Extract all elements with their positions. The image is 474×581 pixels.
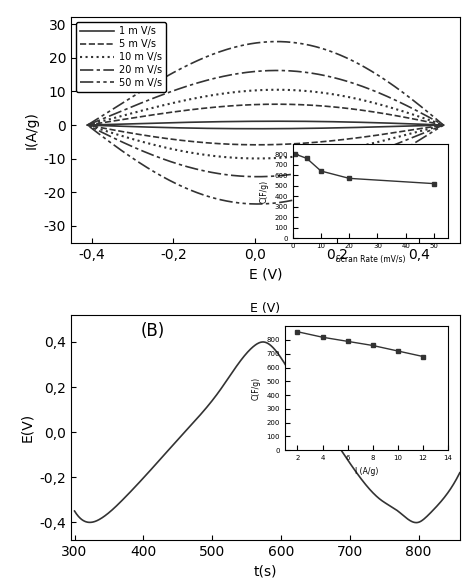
20 m V/s (85, 121, 91, 128)
5 m V/s (268, 101, 273, 107)
50 m V/s (320, 188, 326, 195)
5 m V/s (255, 141, 261, 148)
10 m V/s (409, 110, 414, 117)
5 m V/s (85, 121, 91, 128)
50 m V/s (409, 95, 414, 102)
X-axis label: E (V): E (V) (249, 267, 282, 281)
1 m V/s (260, 125, 265, 132)
50 m V/s (260, 200, 265, 207)
Line: 5 m V/s: 5 m V/s (88, 104, 443, 145)
Legend: 1 m V/s, 5 m V/s, 10 m V/s, 20 m V/s, 50 m V/s: 1 m V/s, 5 m V/s, 10 m V/s, 20 m V/s, 50… (76, 22, 166, 92)
20 m V/s (274, 67, 280, 74)
20 m V/s (260, 173, 265, 180)
1 m V/s (274, 118, 280, 125)
20 m V/s (211, 75, 217, 82)
20 m V/s (376, 148, 382, 155)
20 m V/s (409, 105, 414, 112)
10 m V/s (85, 121, 91, 128)
Line: 50 m V/s: 50 m V/s (88, 42, 443, 204)
Y-axis label: I(A/g): I(A/g) (24, 111, 38, 149)
1 m V/s (376, 123, 382, 130)
1 m V/s (211, 119, 217, 125)
X-axis label: t(s): t(s) (254, 565, 277, 579)
10 m V/s (260, 155, 265, 162)
20 m V/s (268, 67, 273, 74)
Line: 10 m V/s: 10 m V/s (88, 89, 443, 159)
5 m V/s (274, 101, 280, 107)
20 m V/s (320, 165, 326, 172)
5 m V/s (260, 141, 265, 148)
5 m V/s (85, 121, 91, 128)
10 m V/s (255, 155, 261, 162)
20 m V/s (255, 173, 261, 180)
10 m V/s (274, 86, 280, 93)
5 m V/s (211, 104, 217, 111)
50 m V/s (274, 38, 280, 45)
5 m V/s (409, 115, 414, 122)
50 m V/s (85, 121, 91, 128)
10 m V/s (268, 87, 273, 94)
Y-axis label: E(V): E(V) (20, 413, 34, 442)
50 m V/s (268, 38, 273, 45)
1 m V/s (85, 121, 91, 128)
10 m V/s (211, 91, 217, 98)
10 m V/s (320, 150, 326, 157)
1 m V/s (409, 120, 414, 127)
1 m V/s (255, 125, 261, 132)
1 m V/s (85, 121, 91, 128)
50 m V/s (211, 51, 217, 58)
50 m V/s (376, 161, 382, 168)
50 m V/s (255, 200, 261, 207)
Line: 20 m V/s: 20 m V/s (88, 70, 443, 177)
1 m V/s (320, 125, 326, 132)
Line: 1 m V/s: 1 m V/s (88, 121, 443, 129)
10 m V/s (376, 138, 382, 145)
1 m V/s (268, 118, 273, 125)
5 m V/s (320, 138, 326, 145)
50 m V/s (85, 121, 91, 128)
Title: E (V): E (V) (250, 302, 281, 315)
20 m V/s (85, 121, 91, 128)
5 m V/s (376, 131, 382, 138)
10 m V/s (85, 121, 91, 128)
Text: (B): (B) (141, 322, 165, 340)
Text: (A): (A) (91, 24, 115, 42)
